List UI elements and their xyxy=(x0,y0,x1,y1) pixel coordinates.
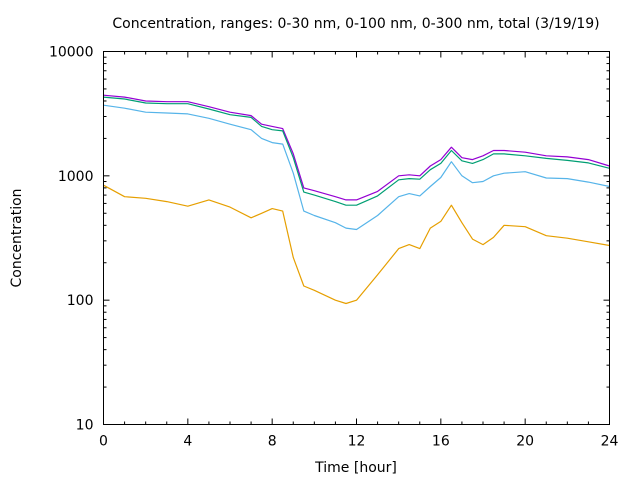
series-line-0-30-nm xyxy=(103,184,610,305)
plot-frame xyxy=(103,51,610,425)
y-axis-label: Concentration xyxy=(9,188,25,287)
series-layer xyxy=(103,94,610,305)
x-tick-label: 0 xyxy=(99,434,108,450)
y-tick-label: 10000 xyxy=(49,45,94,61)
y-tick-label: 1000 xyxy=(58,169,94,185)
x-axis-label: Time [hour] xyxy=(314,460,397,476)
axis-layer: 0 4 8 12 16 20 24 10 100 1000 10000 xyxy=(49,45,619,450)
y-tick-label: 10 xyxy=(76,418,94,434)
series-line-0-300-nm xyxy=(103,96,610,206)
series-line-total xyxy=(103,94,610,201)
x-tick-label: 16 xyxy=(432,434,450,450)
x-tick-label: 12 xyxy=(348,434,366,450)
x-tick-label: 8 xyxy=(268,434,277,450)
x-tick-label: 24 xyxy=(601,434,619,450)
x-tick-label: 4 xyxy=(183,434,192,450)
chart-title: Concentration, ranges: 0-30 nm, 0-100 nm… xyxy=(112,16,599,32)
y-tick-label: 100 xyxy=(67,293,94,309)
series-line-0-100-nm xyxy=(103,104,610,231)
x-tick-label: 20 xyxy=(516,434,534,450)
